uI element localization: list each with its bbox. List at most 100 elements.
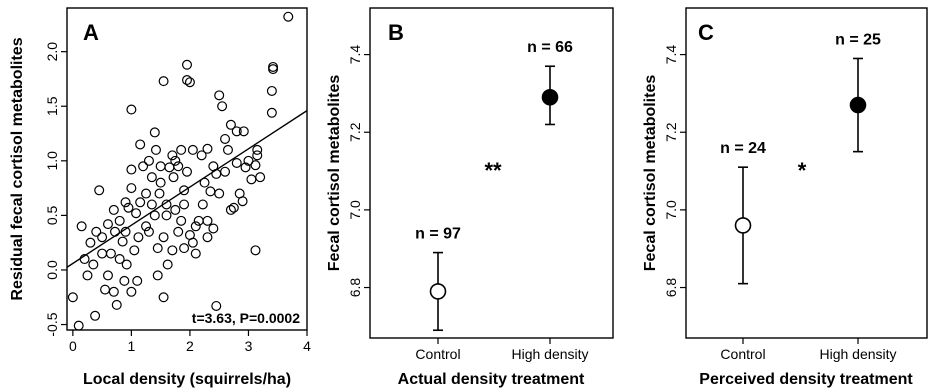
scatter-point xyxy=(240,162,251,173)
scatter-point xyxy=(255,172,266,183)
scatter-point xyxy=(238,126,249,137)
x-tick-label: 3 xyxy=(245,338,253,354)
scatter-point xyxy=(131,208,142,219)
mean-point-open xyxy=(734,217,752,234)
scatter-point xyxy=(179,185,190,196)
panel-a-points xyxy=(67,11,294,331)
x-tick-label: 2 xyxy=(186,338,194,354)
scatter-point xyxy=(211,300,222,311)
scatter-point xyxy=(205,186,216,197)
scatter-point xyxy=(114,254,125,265)
scatter-point xyxy=(234,188,245,199)
scatter-point xyxy=(123,202,134,213)
scatter-point xyxy=(102,219,113,230)
y-tick-label: 7.0 xyxy=(347,200,363,220)
panel-a-plot-frame xyxy=(66,7,308,331)
scatter-point xyxy=(88,259,99,270)
scatter-point xyxy=(73,320,84,331)
scatter-point xyxy=(152,270,163,281)
x-tick-label: Control xyxy=(720,346,765,362)
scatter-point xyxy=(214,90,225,101)
scatter-point xyxy=(202,215,213,226)
scatter-point xyxy=(225,119,236,130)
y-tick-label: 1.5 xyxy=(44,96,60,116)
sample-size-label: n = 66 xyxy=(527,39,573,56)
scatter-point xyxy=(97,232,108,243)
scatter-point xyxy=(176,215,187,226)
scatter-point xyxy=(182,166,193,177)
scatter-point xyxy=(214,188,225,199)
panel-a-stat-annotation: t=3.63, P=0.0002 xyxy=(192,310,300,326)
scatter-point xyxy=(202,232,213,243)
scatter-point xyxy=(193,215,204,226)
scatter-point xyxy=(225,204,236,215)
scatter-point xyxy=(161,210,172,221)
scatter-point xyxy=(196,150,207,161)
scatter-point xyxy=(246,174,257,185)
scatter-point xyxy=(173,161,184,172)
panel-c-y-axis-title: Fecal cortisol metabolites xyxy=(642,75,659,272)
y-tick-label: 0.5 xyxy=(44,205,60,225)
scatter-point xyxy=(132,275,143,286)
scatter-point xyxy=(228,202,239,213)
scatter-point xyxy=(202,143,213,154)
scatter-point xyxy=(208,161,219,172)
mean-point-open xyxy=(429,283,447,300)
x-tick-label: 0 xyxy=(69,338,77,354)
scatter-point xyxy=(190,248,201,259)
scatter-point xyxy=(162,259,173,270)
scatter-point xyxy=(141,188,152,199)
panel-a-letter: A xyxy=(83,20,99,45)
scatter-point xyxy=(76,221,87,232)
scatter-point xyxy=(109,226,120,237)
panel-c-x-axis-title: Perceived density treatment xyxy=(699,371,913,388)
scatter-point xyxy=(135,139,146,150)
scatter-point xyxy=(154,188,165,199)
scatter-point xyxy=(100,284,111,295)
scatter-point xyxy=(266,107,277,118)
scatter-point xyxy=(152,243,163,254)
sample-size-label: n = 25 xyxy=(835,31,881,48)
scatter-point xyxy=(250,160,261,171)
sample-size-label: n = 24 xyxy=(720,140,766,157)
scatter-point xyxy=(155,177,166,188)
scatter-point xyxy=(182,59,193,70)
scatter-point xyxy=(187,144,198,155)
scatter-point xyxy=(173,226,184,237)
scatter-point xyxy=(111,299,122,310)
y-tick-label: 7.4 xyxy=(663,45,679,65)
scatter-point xyxy=(126,164,137,175)
scatter-point xyxy=(141,221,152,232)
scatter-point xyxy=(146,199,157,210)
scatter-point xyxy=(158,76,169,87)
panel-b-errorbars: n = 97 n = 66 xyxy=(415,39,573,332)
scatter-point xyxy=(155,161,166,172)
scatter-point xyxy=(250,245,261,256)
scatter-point xyxy=(168,172,179,183)
y-tick-label: 1.0 xyxy=(44,151,60,171)
scatter-point xyxy=(170,204,181,215)
scatter-point xyxy=(126,286,137,297)
y-tick-label: 7.2 xyxy=(663,122,679,142)
scatter-point xyxy=(146,172,157,183)
panel-b-y-axis-title: Fecal cortisol metabolites xyxy=(326,75,343,272)
scatter-point xyxy=(91,226,102,237)
sample-size-label: n = 97 xyxy=(415,226,461,243)
scatter-point xyxy=(143,155,154,166)
scatter-point xyxy=(133,232,144,243)
panel-b-letter: B xyxy=(388,20,404,45)
scatter-point xyxy=(222,144,233,155)
scatter-point xyxy=(82,270,93,281)
scatter-point xyxy=(184,230,195,241)
y-tick-label: 7.4 xyxy=(347,45,363,65)
scatter-point xyxy=(283,11,294,22)
scatter-point xyxy=(150,144,161,155)
mean-point-filled xyxy=(849,96,867,114)
scatter-point xyxy=(176,144,187,155)
scatter-point xyxy=(126,183,137,194)
scatter-point xyxy=(243,155,254,166)
scatter-point xyxy=(149,210,160,221)
scatter-point xyxy=(117,236,128,247)
scatter-point xyxy=(120,197,131,208)
panel-b-y-ticks: 6.8 7.0 7.2 7.4 xyxy=(347,45,370,297)
